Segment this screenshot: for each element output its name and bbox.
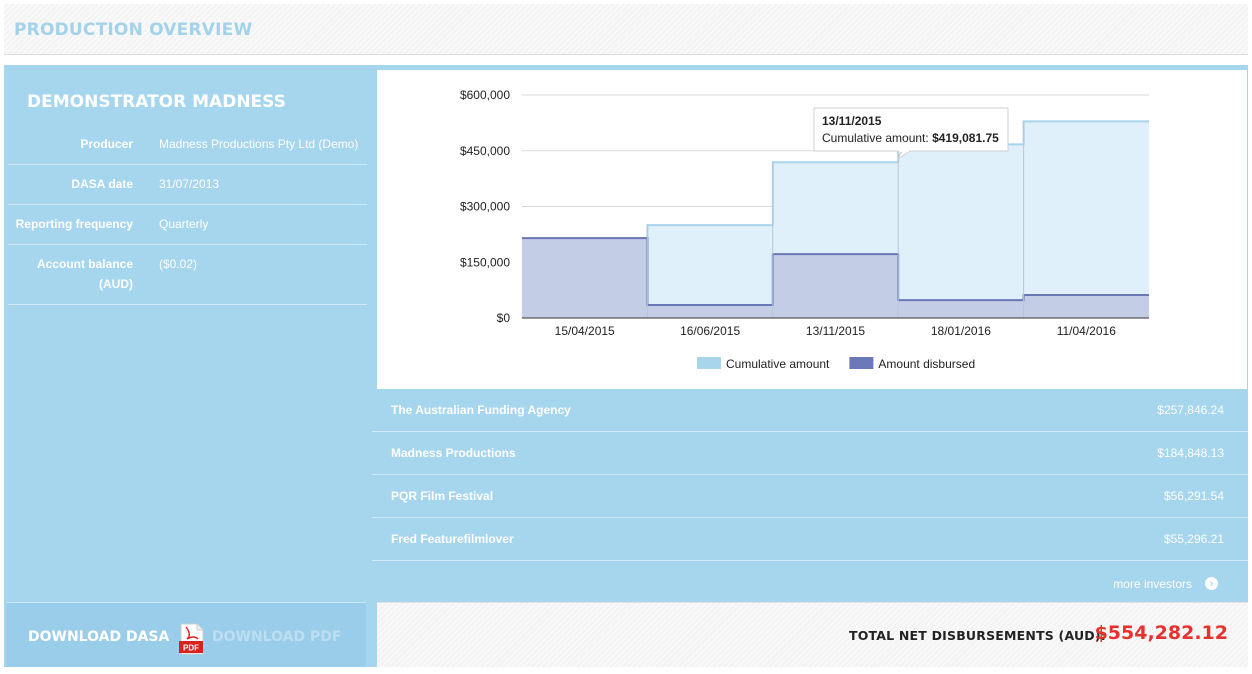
series-area-0 (522, 121, 1149, 318)
investor-name: The Australian Funding Agency (391, 403, 571, 417)
investor-row[interactable]: Madness Productions $184,848.13 (372, 432, 1248, 475)
detail-label: Account balance (AUD) (36, 257, 133, 291)
y-tick-label: $600,000 (460, 88, 510, 102)
investor-row[interactable]: PQR Film Festival $56,291.54 (372, 475, 1248, 518)
chart-tooltip: 13/11/2015 Cumulative amount: $419,081.7… (813, 107, 1009, 161)
y-tick-label: $0 (497, 311, 511, 325)
pdf-file-icon[interactable]: PDF (178, 623, 206, 655)
detail-value: 31/07/2013 (159, 177, 220, 191)
chevron-right-circle-icon[interactable]: › (1205, 577, 1218, 590)
y-tick-label: $300,000 (460, 200, 510, 214)
investor-name: PQR Film Festival (391, 489, 494, 503)
total-label: TOTAL NET DISBURSEMENTS (AUD): (848, 628, 1106, 643)
x-tick-label: 16/06/2015 (680, 324, 740, 338)
investor-row[interactable]: The Australian Funding Agency $257,846.2… (372, 389, 1248, 432)
chart-series (522, 120, 1149, 319)
x-tick-label: 11/04/2016 (1057, 324, 1116, 338)
x-tick-label: 13/11/2015 (806, 324, 865, 338)
detail-value: Quarterly (159, 217, 209, 231)
investor-amount: $257,846.24 (1157, 403, 1224, 417)
production-title: DEMONSTRATOR MADNESS (27, 92, 286, 112)
investor-amount: $56,291.54 (1163, 489, 1224, 503)
tooltip-line: Cumulative amount: $419,081.75 (822, 131, 999, 145)
detail-label: Producer (80, 137, 133, 151)
x-tick-label: 18/01/2016 (931, 324, 991, 338)
total-bar: TOTAL NET DISBURSEMENTS (AUD): $554,282.… (377, 602, 1248, 667)
detail-value: Madness Productions Pty Ltd (Demo) (159, 137, 359, 151)
detail-label: Reporting frequency (15, 217, 133, 231)
investor-row[interactable]: Fred Featurefilmlover $55,296.21 (372, 518, 1248, 561)
production-details: Producer Madness Productions Pty Ltd (De… (8, 125, 367, 305)
detail-row-producer: Producer Madness Productions Pty Ltd (De… (8, 125, 367, 165)
more-investors-link[interactable]: more investors (1113, 577, 1192, 591)
tooltip-date: 13/11/2015 (822, 114, 882, 128)
chart-canvas: $0 $150,000 $300,000 $450,000 $600,000 15/04… (460, 88, 1149, 371)
investor-name: Fred Featurefilmlover (391, 532, 514, 546)
legend-label: Cumulative amount (726, 357, 830, 371)
download-dasa-button[interactable]: DOWNLOAD DASA (28, 629, 170, 645)
production-panel: DEMONSTRATOR MADNESS Producer Madness Pr… (4, 65, 1248, 667)
detail-value: ($0.02) (159, 257, 198, 271)
chart-legend: Cumulative amount Amount disbursed (697, 357, 975, 371)
tooltip-pointer (896, 150, 911, 161)
detail-label: DASA date (71, 177, 133, 191)
chart-y-axis: $0 $150,000 $300,000 $450,000 $600,000 (460, 88, 510, 325)
total-value: $554,282.12 (1094, 622, 1228, 644)
chart-x-axis: 15/04/2015 16/06/2015 13/11/2015 18/01/2016… (555, 324, 1117, 338)
download-dasa-bar: DOWNLOAD DASA PDF DOWNLOAD PDF (6, 602, 366, 667)
detail-row-account-balance: Account balance (AUD) ($0.02) (8, 245, 367, 305)
investor-list: The Australian Funding Agency $257,846.2… (372, 389, 1248, 561)
legend-label: Amount disbursed (878, 357, 975, 371)
series-area-1 (522, 238, 1149, 318)
tooltip-value: $419,081.75 (932, 131, 999, 145)
investor-name: Madness Productions (391, 446, 516, 460)
investor-amount: $184,848.13 (1157, 446, 1224, 460)
page-title: PRODUCTION OVERVIEW (14, 20, 253, 40)
legend-swatch (697, 357, 721, 369)
y-tick-label: $150,000 (460, 255, 510, 269)
more-investors-bar: more investors › (372, 570, 1248, 600)
detail-row-dasa-date: DASA date 31/07/2013 (8, 165, 367, 205)
investor-amount: $55,296.21 (1163, 532, 1224, 546)
page-header: PRODUCTION OVERVIEW (4, 4, 1248, 55)
production-sidebar: DEMONSTRATOR MADNESS Producer Madness Pr… (4, 65, 372, 605)
tooltip-label: Cumulative amount: (822, 131, 929, 145)
y-tick-label: $450,000 (460, 144, 510, 158)
legend-swatch (849, 357, 874, 369)
x-tick-label: 15/04/2015 (555, 324, 615, 338)
download-pdf-link[interactable]: DOWNLOAD PDF (212, 629, 342, 645)
tooltip-box (813, 107, 1009, 152)
disbursement-chart: $0 $150,000 $300,000 $450,000 $600,000 15/04… (377, 70, 1247, 389)
pdf-icon-label: PDF (183, 644, 199, 653)
detail-row-reporting-frequency: Reporting frequency Quarterly (8, 205, 367, 245)
